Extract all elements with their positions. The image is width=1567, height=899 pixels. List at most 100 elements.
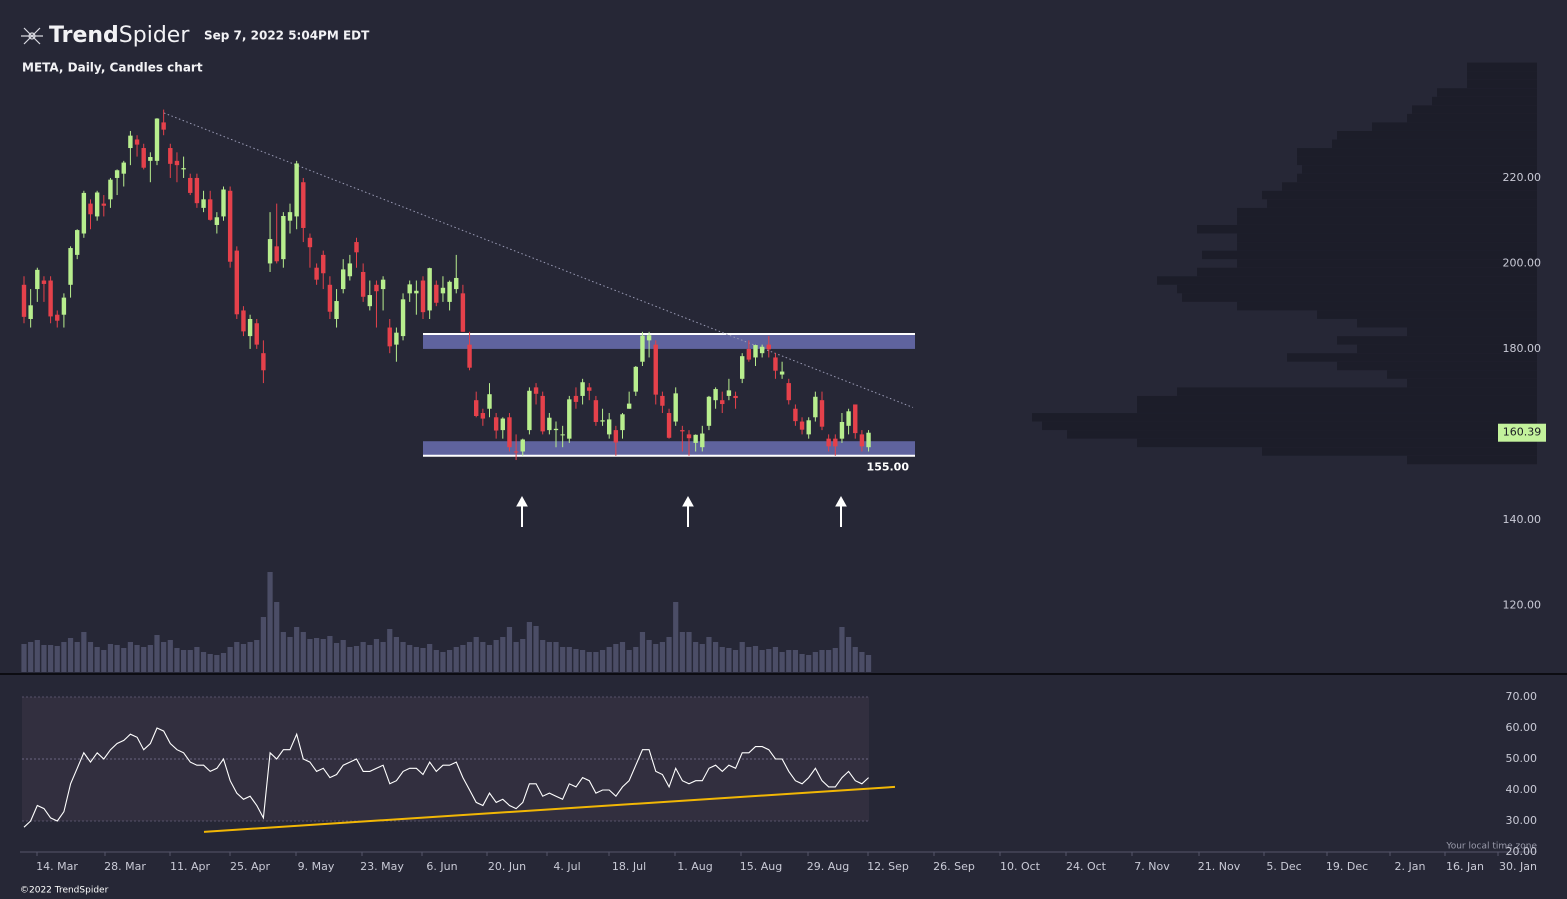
candle-body	[314, 267, 319, 280]
volume-bar	[181, 650, 187, 672]
rsi-line	[23, 727, 869, 828]
candle-body	[700, 433, 705, 448]
volume-bar	[28, 642, 34, 672]
volume-bar	[693, 642, 699, 672]
volume-bar	[540, 640, 546, 672]
price-tag	[1498, 423, 1546, 442]
candle-body	[540, 395, 545, 432]
volume-profile-bar	[1067, 430, 1537, 439]
volume-profile-bar	[1137, 438, 1537, 448]
x-tick-label: 9. May	[298, 860, 335, 873]
candle-body	[68, 248, 73, 285]
volume-profile-bar	[1467, 71, 1537, 80]
volume-bar	[533, 626, 539, 672]
candle-body	[35, 269, 40, 290]
volume-bar	[420, 648, 426, 672]
candle-body	[693, 434, 698, 443]
volume-profile-bar	[1357, 344, 1537, 354]
volume-bar	[792, 650, 798, 672]
candle-body	[487, 394, 492, 409]
brand-light: Spider	[119, 23, 191, 48]
candle-body	[75, 230, 80, 255]
volume-bar	[427, 644, 433, 672]
volume-profile-bar	[1237, 242, 1537, 251]
rsi-trendline	[203, 785, 896, 833]
volume-profile-bar	[1297, 173, 1537, 183]
volume-bar	[560, 647, 566, 672]
volume-bar	[134, 645, 140, 672]
candle-body	[547, 417, 552, 431]
candle-body	[520, 439, 525, 452]
volume-profile-bar	[1197, 267, 1537, 277]
volume-bar	[200, 652, 207, 672]
volume-bar	[107, 644, 114, 672]
price-tag-label: 160.39	[1503, 426, 1542, 439]
volume-profile-bar	[1267, 199, 1537, 208]
volume-bar	[759, 650, 765, 672]
candle-body	[493, 417, 499, 431]
volume-bar	[167, 640, 173, 672]
volume-bar	[353, 646, 360, 672]
volume-bar	[347, 647, 353, 672]
volume-bar	[839, 627, 845, 672]
candle-body	[174, 160, 180, 166]
candle-body	[294, 163, 299, 217]
volume-bar	[240, 644, 247, 672]
volume-profile-bar	[1157, 276, 1537, 285]
volume-bar	[380, 642, 386, 672]
candle-body	[181, 168, 186, 170]
volume-bar	[307, 639, 313, 672]
candle-body	[61, 297, 67, 315]
volume-bar	[772, 647, 779, 672]
candle-body	[773, 357, 778, 371]
candle-body	[813, 396, 818, 418]
volume-profile-bar	[1407, 378, 1537, 388]
candle-body	[467, 344, 472, 368]
volume-bar	[254, 640, 260, 672]
candle-body	[759, 346, 765, 354]
volume-bar	[706, 637, 712, 672]
volume-bar	[393, 637, 399, 672]
volume-bar	[41, 645, 47, 672]
candle-body	[161, 122, 166, 130]
volume-bar	[646, 640, 652, 672]
candle-body	[168, 148, 173, 164]
candle-body	[128, 135, 133, 149]
candle-body	[21, 284, 27, 317]
volume-bar	[320, 639, 326, 672]
volume-bar	[846, 637, 852, 672]
price-zone	[423, 441, 915, 456]
candle-body	[188, 177, 193, 193]
rsi-tick-label: 20.00	[1506, 845, 1538, 858]
candle-body	[640, 335, 645, 362]
candle-body	[28, 305, 33, 319]
volume-profile-bar	[1237, 207, 1537, 217]
x-tick-label: 4. Jul	[553, 860, 580, 873]
candle-body	[779, 371, 785, 375]
candle-body	[726, 390, 732, 396]
candle-body	[733, 395, 738, 399]
candle-body	[613, 430, 619, 443]
volume-bar	[34, 640, 40, 672]
volume-bar	[606, 647, 612, 672]
volume-bar	[493, 640, 499, 672]
volume-profile-bar	[1182, 293, 1537, 302]
volume-bar	[214, 655, 220, 672]
volume-bar	[752, 646, 759, 672]
candle-body	[101, 203, 106, 206]
volume-bar	[466, 642, 473, 672]
x-tick-label: 18. Jul	[612, 860, 646, 873]
candle-body	[500, 418, 505, 431]
x-tick-label: 1. Aug	[677, 860, 712, 873]
candle-body	[254, 323, 259, 345]
volume-bar	[520, 639, 526, 672]
volume-bar	[779, 652, 785, 672]
x-tick-label: 7. Nov	[1134, 860, 1170, 873]
volume-profile-bar	[1177, 284, 1537, 294]
candle-body	[706, 396, 712, 426]
volume-profile-bar	[1197, 225, 1537, 234]
volume-bar	[274, 602, 280, 672]
volume-profile-bar	[1317, 310, 1537, 319]
candle-body	[341, 269, 346, 290]
